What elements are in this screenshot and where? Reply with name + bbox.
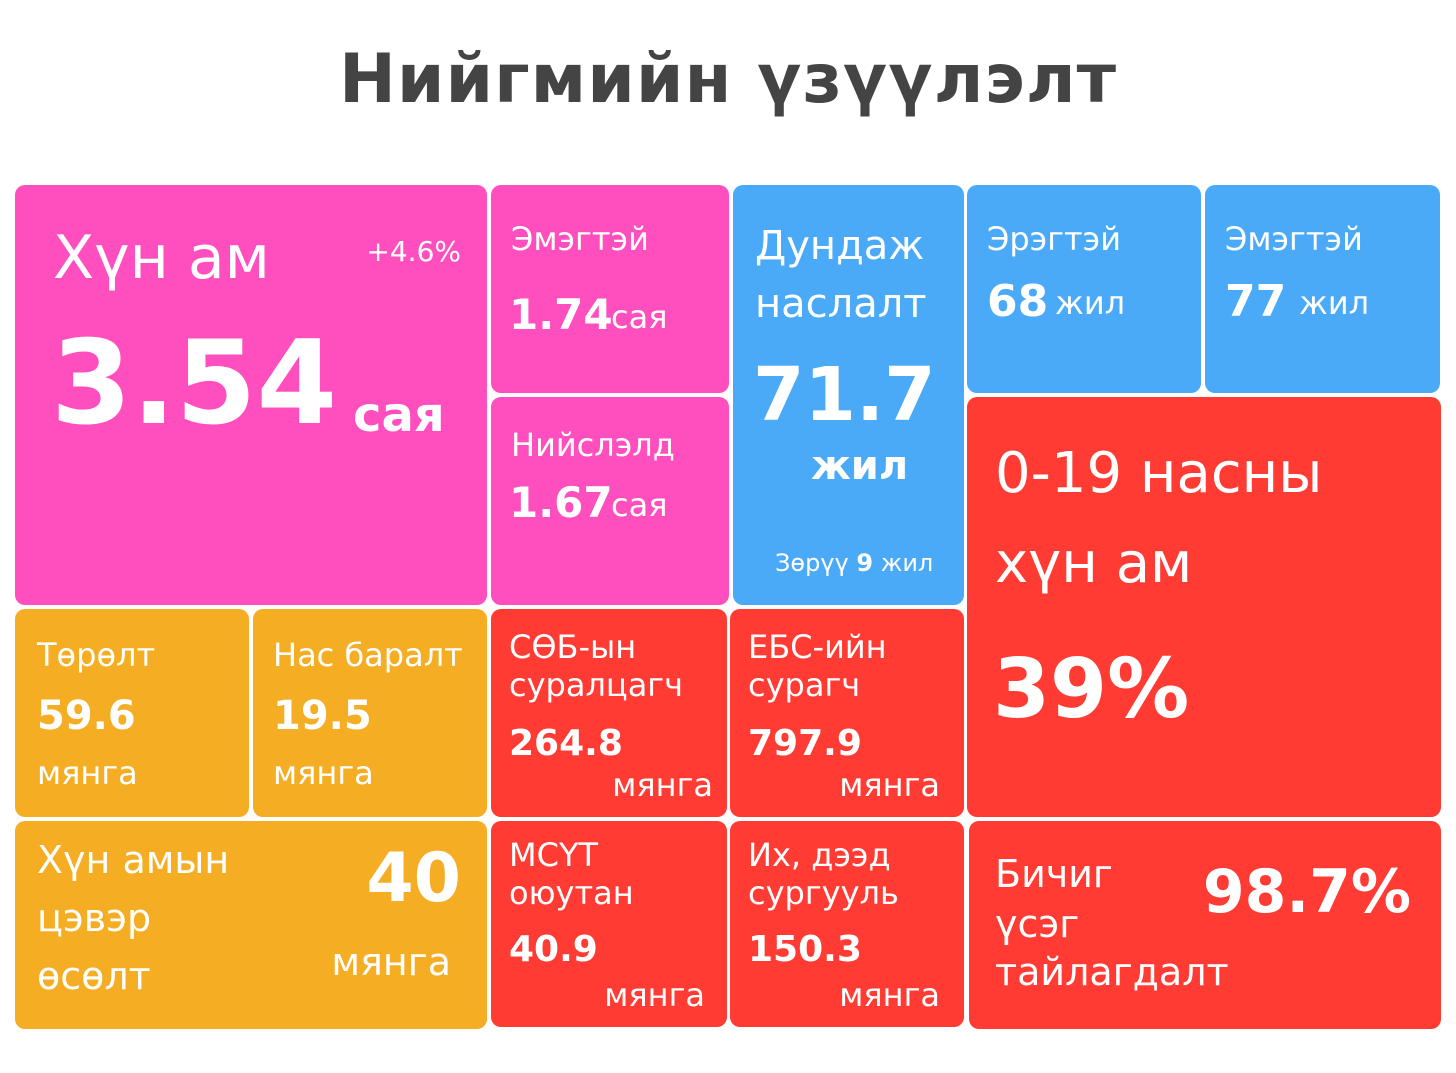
tvet-unit: мянга bbox=[604, 976, 705, 1014]
female-life-tile: Эмэгтэй 77 жил bbox=[1205, 185, 1440, 393]
life-expectancy-gap: Зөрүү 9 жил bbox=[775, 549, 934, 577]
school-unit: мянга bbox=[839, 766, 940, 804]
literacy-label-line1: Бичиг bbox=[995, 852, 1113, 896]
preschool-value: 264.8 bbox=[509, 723, 623, 764]
capital-population-unit: сая bbox=[611, 486, 668, 524]
higher-ed-tile: Их, дээд сургууль 150.3 мянга bbox=[730, 821, 964, 1027]
school-label-line2: сурагч bbox=[748, 666, 861, 704]
deaths-value: 19.5 bbox=[273, 693, 372, 739]
female-population-unit: сая bbox=[611, 298, 668, 336]
life-expectancy-unit: жил bbox=[811, 443, 909, 489]
life-expectancy-label-line1: Дундаж bbox=[755, 223, 925, 269]
births-unit: мянга bbox=[37, 754, 138, 792]
net-growth-label-line3: өсөлт bbox=[37, 954, 151, 998]
male-life-unit: жил bbox=[1055, 284, 1126, 322]
female-life-unit: жил bbox=[1299, 284, 1370, 322]
literacy-label-line2: үсэг bbox=[995, 902, 1080, 946]
female-population-value: 1.74 bbox=[509, 290, 613, 339]
population-value: 3.54 bbox=[51, 316, 338, 451]
female-life-value: 77 bbox=[1225, 276, 1287, 327]
school-label-line1: ЕБС-ийн bbox=[748, 628, 887, 666]
tvet-tile: МСҮТ оюутан 40.9 мянга bbox=[491, 821, 727, 1027]
preschool-unit: мянга bbox=[612, 766, 713, 804]
tvet-label-line2: оюутан bbox=[509, 874, 634, 912]
male-life-tile: Эрэгтэй 68 жил bbox=[967, 185, 1201, 393]
preschool-label-line2: суралцагч bbox=[509, 666, 684, 704]
capital-population-label: Нийслэлд bbox=[511, 426, 675, 464]
births-label: Төрөлт bbox=[37, 636, 156, 674]
preschool-label-line1: СӨБ-ын bbox=[509, 628, 637, 666]
net-growth-tile: Хүн амын цэвэр өсөлт 40 мянга bbox=[15, 821, 487, 1029]
life-expectancy-gap-value: 9 bbox=[856, 549, 874, 577]
capital-population-tile: Нийслэлд 1.67 сая bbox=[491, 397, 729, 605]
births-value: 59.6 bbox=[37, 693, 136, 739]
life-expectancy-value: 71.7 bbox=[753, 352, 936, 438]
tvet-label-line1: МСҮТ bbox=[509, 836, 599, 874]
tvet-value: 40.9 bbox=[509, 929, 598, 970]
life-expectancy-label-line2: наслалт bbox=[755, 281, 927, 327]
female-life-label: Эмэгтэй bbox=[1225, 220, 1363, 258]
life-expectancy-gap-prefix: Зөрүү bbox=[775, 549, 849, 577]
youth-label-line1: 0-19 насны bbox=[995, 441, 1323, 506]
female-population-tile: Эмэгтэй 1.74 сая bbox=[491, 185, 729, 393]
population-label: Хүн ам bbox=[53, 223, 270, 293]
youth-tile: 0-19 насны хүн ам 39% bbox=[967, 397, 1441, 817]
higher-ed-label-line2: сургууль bbox=[748, 874, 899, 912]
net-growth-label-line2: цэвэр bbox=[37, 896, 152, 940]
male-life-value: 68 bbox=[987, 276, 1049, 327]
preschool-tile: СӨБ-ын суралцагч 264.8 мянга bbox=[491, 609, 727, 817]
male-life-label: Эрэгтэй bbox=[987, 220, 1122, 258]
life-expectancy-gap-unit: жил bbox=[880, 549, 934, 577]
higher-ed-value: 150.3 bbox=[748, 929, 862, 970]
higher-ed-label-line1: Их, дээд bbox=[748, 836, 891, 874]
net-growth-unit: мянга bbox=[331, 940, 451, 984]
net-growth-value: 40 bbox=[366, 839, 461, 918]
school-tile: ЕБС-ийн сурагч 797.9 мянга bbox=[730, 609, 964, 817]
population-tile: Хүн ам +4.6% 3.54 сая bbox=[15, 185, 487, 605]
literacy-tile: Бичиг үсэг тайлагдалт 98.7% bbox=[969, 821, 1441, 1029]
population-unit: сая bbox=[353, 387, 445, 443]
capital-population-value: 1.67 bbox=[509, 478, 613, 527]
net-growth-label-line1: Хүн амын bbox=[37, 838, 230, 882]
life-expectancy-tile: Дундаж наслалт 71.7 жил Зөрүү 9 жил bbox=[733, 185, 964, 605]
higher-ed-unit: мянга bbox=[839, 976, 940, 1014]
literacy-value: 98.7% bbox=[1202, 857, 1411, 927]
page-title: Нийгмийн үзүүлэлт bbox=[338, 40, 1118, 119]
youth-label-line2: хүн ам bbox=[995, 531, 1193, 596]
deaths-tile: Нас баралт 19.5 мянга bbox=[253, 609, 487, 817]
deaths-label: Нас баралт bbox=[273, 636, 463, 674]
female-population-label: Эмэгтэй bbox=[511, 220, 649, 258]
population-change: +4.6% bbox=[366, 235, 461, 268]
births-tile: Төрөлт 59.6 мянга bbox=[15, 609, 249, 817]
deaths-unit: мянга bbox=[273, 754, 374, 792]
school-value: 797.9 bbox=[748, 723, 862, 764]
youth-value: 39% bbox=[993, 642, 1190, 737]
literacy-label-line3: тайлагдалт bbox=[995, 950, 1229, 994]
